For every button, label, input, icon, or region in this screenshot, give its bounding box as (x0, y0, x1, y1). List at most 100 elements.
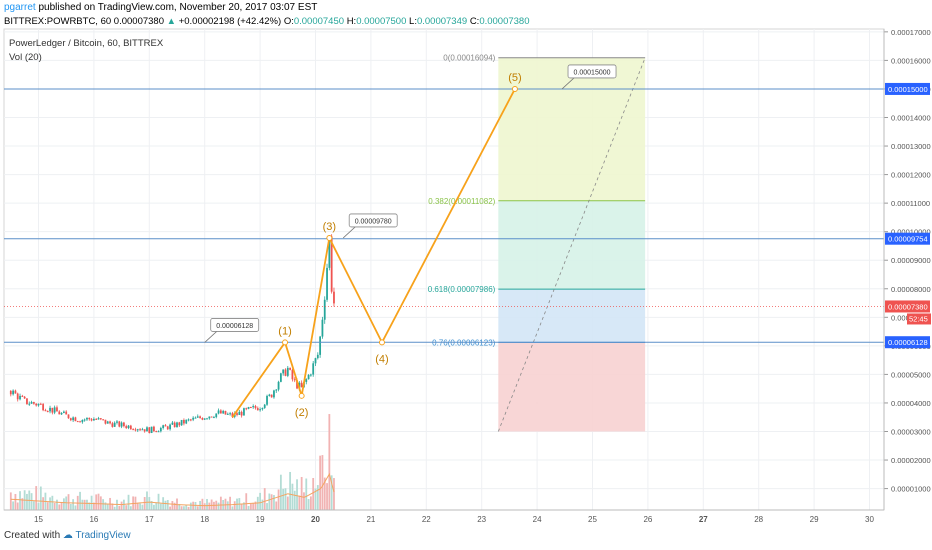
candle-body (49, 407, 51, 412)
y-tick-label: 0.00002000 (891, 456, 931, 465)
candle-body (196, 416, 199, 418)
volume-bar (127, 494, 130, 510)
volume-bar (81, 499, 84, 510)
volume-bar (32, 501, 35, 510)
volume-bar (282, 488, 285, 510)
candle-body (60, 412, 63, 415)
candle-body (282, 369, 285, 374)
volume-bar (201, 498, 204, 510)
candle-body (69, 418, 72, 421)
candle-body (275, 389, 278, 391)
wave-point[interactable] (511, 85, 518, 92)
volume-bar (210, 499, 213, 510)
horizontal-levels[interactable] (4, 88, 884, 343)
candle-body (12, 390, 15, 395)
x-tick-label: 30 (865, 515, 874, 524)
volume-bar (86, 499, 88, 510)
candle-body (72, 417, 75, 421)
candle-body (32, 402, 35, 404)
x-tick-label: 25 (588, 515, 597, 524)
level-price-label: 0.00015000 (888, 85, 928, 94)
footer-brand[interactable]: TradingView (75, 530, 131, 541)
volume-bar (203, 503, 206, 510)
volume-bar (46, 502, 49, 510)
price-axis[interactable]: 0.00017000 0.00016000 0.00015000 0.00014000… (883, 28, 931, 510)
volume-bar (289, 471, 292, 510)
fib-retracement[interactable]: 0(0.00016094) 0.382(0.00011082) 0.618(0.00… (428, 54, 646, 432)
candle-body (127, 425, 130, 428)
candle-body (132, 429, 135, 431)
volume-bar (305, 478, 308, 510)
candle-body (333, 291, 335, 304)
candle-body (109, 421, 111, 424)
volume-bar (314, 488, 317, 510)
volume-bar (58, 504, 61, 510)
candle-body (183, 419, 185, 424)
volume-bar (226, 501, 229, 510)
candle-body (231, 413, 234, 417)
fib-trend-line[interactable] (497, 57, 646, 432)
volume-ma-line (10, 472, 335, 507)
y-tick-label: 0.00008000 (891, 285, 931, 294)
volume-bar (217, 502, 220, 510)
candle-body (323, 299, 326, 320)
volume-bar (104, 502, 107, 510)
candle-body (21, 395, 24, 397)
price-callouts[interactable]: 0.00006128 0.00009780 0.00015000 (204, 64, 617, 343)
candle-body (46, 411, 49, 413)
wave-point[interactable] (326, 234, 333, 241)
callout-pointer (561, 77, 575, 90)
candle-body (164, 425, 167, 427)
volume-bar (245, 493, 248, 510)
volume-bar (95, 494, 98, 510)
candle-body (203, 418, 206, 420)
candle-body (236, 413, 238, 415)
candle-body (176, 422, 178, 428)
candle-body (67, 414, 70, 419)
volume-bar (270, 494, 273, 510)
candle-body (81, 419, 84, 423)
volume-bar (120, 501, 123, 510)
callout-text: 0.00015000 (574, 69, 611, 76)
volume-bar (106, 503, 109, 510)
candle-body (328, 236, 331, 268)
candle-body (37, 403, 40, 406)
candle-body (293, 379, 296, 381)
callout-box[interactable] (567, 64, 617, 79)
volume-bar (275, 501, 278, 510)
volume-bar (328, 414, 331, 510)
callout-box[interactable] (348, 213, 398, 228)
callout-box[interactable] (210, 318, 260, 332)
candle-body (312, 363, 315, 375)
candle-body (300, 382, 303, 388)
symbol[interactable]: BITTREX:POWRBTC, 60 (4, 16, 112, 27)
candle-body (291, 369, 294, 380)
wave-path[interactable] (231, 88, 516, 418)
time-axis[interactable]: 15 16 17 18 19 20 21 22 23 24 25 26 27 28 29 30 (4, 509, 884, 524)
volume-bar (51, 495, 54, 510)
footer: Created with ☁ TradingView (4, 530, 131, 541)
volume-bar (213, 501, 215, 510)
candle-body (159, 428, 162, 432)
candle-body (157, 431, 160, 433)
volume-bar (224, 498, 227, 510)
grid (3, 28, 885, 511)
volume-bar (102, 499, 105, 510)
elliott-wave[interactable]: (1) (2) (3) (4) (5) (231, 72, 522, 419)
x-tick-label: 26 (643, 515, 652, 524)
wave-point[interactable] (298, 392, 305, 399)
author-link[interactable]: pgarret (4, 2, 36, 13)
volume-bar (206, 498, 208, 510)
candle-body (44, 410, 47, 412)
volume-bar (307, 499, 310, 510)
volume-bar (97, 493, 100, 510)
volume-bar (300, 476, 303, 510)
candle-body (143, 429, 146, 432)
volume-bar (240, 504, 243, 510)
wave-point[interactable] (282, 339, 289, 346)
wave-point[interactable] (378, 339, 385, 346)
candle-body (286, 367, 289, 376)
x-tick-label: 16 (89, 515, 98, 524)
candle-body (162, 425, 165, 429)
